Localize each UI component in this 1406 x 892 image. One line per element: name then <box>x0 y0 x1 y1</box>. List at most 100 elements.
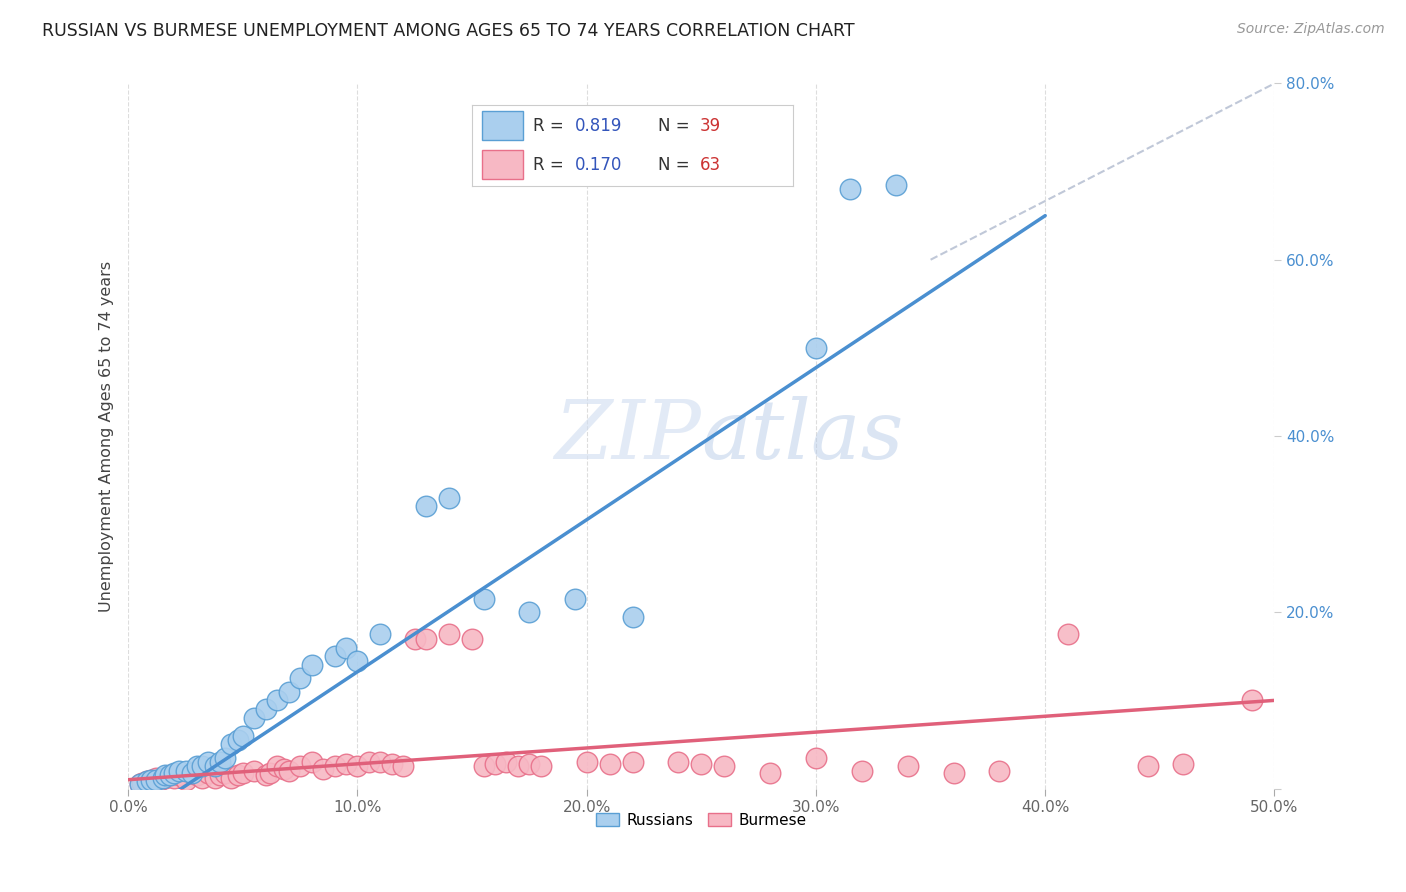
Point <box>415 632 437 646</box>
Point <box>346 654 368 668</box>
Point <box>145 772 167 787</box>
Point <box>564 592 586 607</box>
Point <box>484 756 506 771</box>
Point <box>897 759 920 773</box>
Point <box>197 755 219 769</box>
Point <box>128 777 150 791</box>
Point <box>301 755 323 769</box>
Point <box>437 491 460 505</box>
Point <box>759 765 782 780</box>
Point <box>254 702 277 716</box>
Point <box>942 765 965 780</box>
Point <box>713 759 735 773</box>
Point <box>988 764 1011 778</box>
Point <box>243 711 266 725</box>
Point <box>495 755 517 769</box>
Point <box>141 772 163 787</box>
Point <box>141 772 163 787</box>
Point <box>346 759 368 773</box>
Point <box>370 627 392 641</box>
Point <box>851 764 873 778</box>
Point <box>621 609 644 624</box>
Text: atlas: atlas <box>702 396 904 476</box>
Point <box>208 755 231 769</box>
Point <box>506 759 529 773</box>
Point <box>266 693 288 707</box>
Point <box>323 759 346 773</box>
Point <box>288 759 311 773</box>
Point <box>152 771 174 785</box>
Point <box>214 750 236 764</box>
Point <box>277 764 299 778</box>
Point <box>335 640 357 655</box>
Point <box>226 733 249 747</box>
Point <box>266 759 288 773</box>
Point <box>163 771 186 785</box>
Point <box>370 755 392 769</box>
Point <box>437 627 460 641</box>
Point <box>181 765 204 780</box>
Point <box>254 768 277 782</box>
Point <box>1137 759 1160 773</box>
Point <box>226 768 249 782</box>
Point <box>204 771 226 785</box>
Point <box>461 632 484 646</box>
Point <box>214 765 236 780</box>
Point <box>690 756 713 771</box>
Point <box>186 759 208 773</box>
Point <box>208 768 231 782</box>
Point <box>131 776 153 790</box>
Text: ZIP: ZIP <box>554 396 702 476</box>
Point <box>167 764 190 778</box>
Text: RUSSIAN VS BURMESE UNEMPLOYMENT AMONG AGES 65 TO 74 YEARS CORRELATION CHART: RUSSIAN VS BURMESE UNEMPLOYMENT AMONG AG… <box>42 22 855 40</box>
Point <box>273 762 295 776</box>
Point <box>519 756 541 771</box>
Point <box>186 768 208 782</box>
Point <box>135 774 157 789</box>
Point <box>1057 627 1080 641</box>
Point <box>197 765 219 780</box>
Point <box>190 759 212 773</box>
Point <box>472 592 495 607</box>
Point <box>312 762 335 776</box>
Point <box>381 756 404 771</box>
Point <box>323 649 346 664</box>
Point <box>392 759 415 773</box>
Point <box>519 605 541 619</box>
Point <box>404 632 426 646</box>
Point <box>357 755 380 769</box>
Point <box>335 756 357 771</box>
Point <box>301 658 323 673</box>
Point <box>174 772 197 787</box>
Point <box>221 738 243 752</box>
Point <box>259 765 281 780</box>
Point <box>149 772 172 787</box>
Point <box>804 341 827 355</box>
Point <box>804 750 827 764</box>
Point <box>145 771 167 785</box>
Point <box>190 771 212 785</box>
Point <box>415 500 437 514</box>
Point <box>163 765 186 780</box>
Point <box>884 178 907 192</box>
Point <box>153 768 176 782</box>
Point <box>668 755 690 769</box>
Point <box>288 671 311 685</box>
Point <box>277 684 299 698</box>
Legend: Russians, Burmese: Russians, Burmese <box>589 806 813 834</box>
Point <box>530 759 553 773</box>
Point <box>575 755 598 769</box>
Point <box>204 759 226 773</box>
Y-axis label: Unemployment Among Ages 65 to 74 years: Unemployment Among Ages 65 to 74 years <box>100 260 114 612</box>
Point <box>1240 693 1263 707</box>
Point <box>232 729 254 743</box>
Point <box>243 764 266 778</box>
Point <box>221 771 243 785</box>
Point <box>839 182 862 196</box>
Point <box>1171 756 1194 771</box>
Point <box>135 774 157 789</box>
Point <box>232 765 254 780</box>
Point <box>128 777 150 791</box>
Point <box>621 755 644 769</box>
Point <box>153 771 176 785</box>
